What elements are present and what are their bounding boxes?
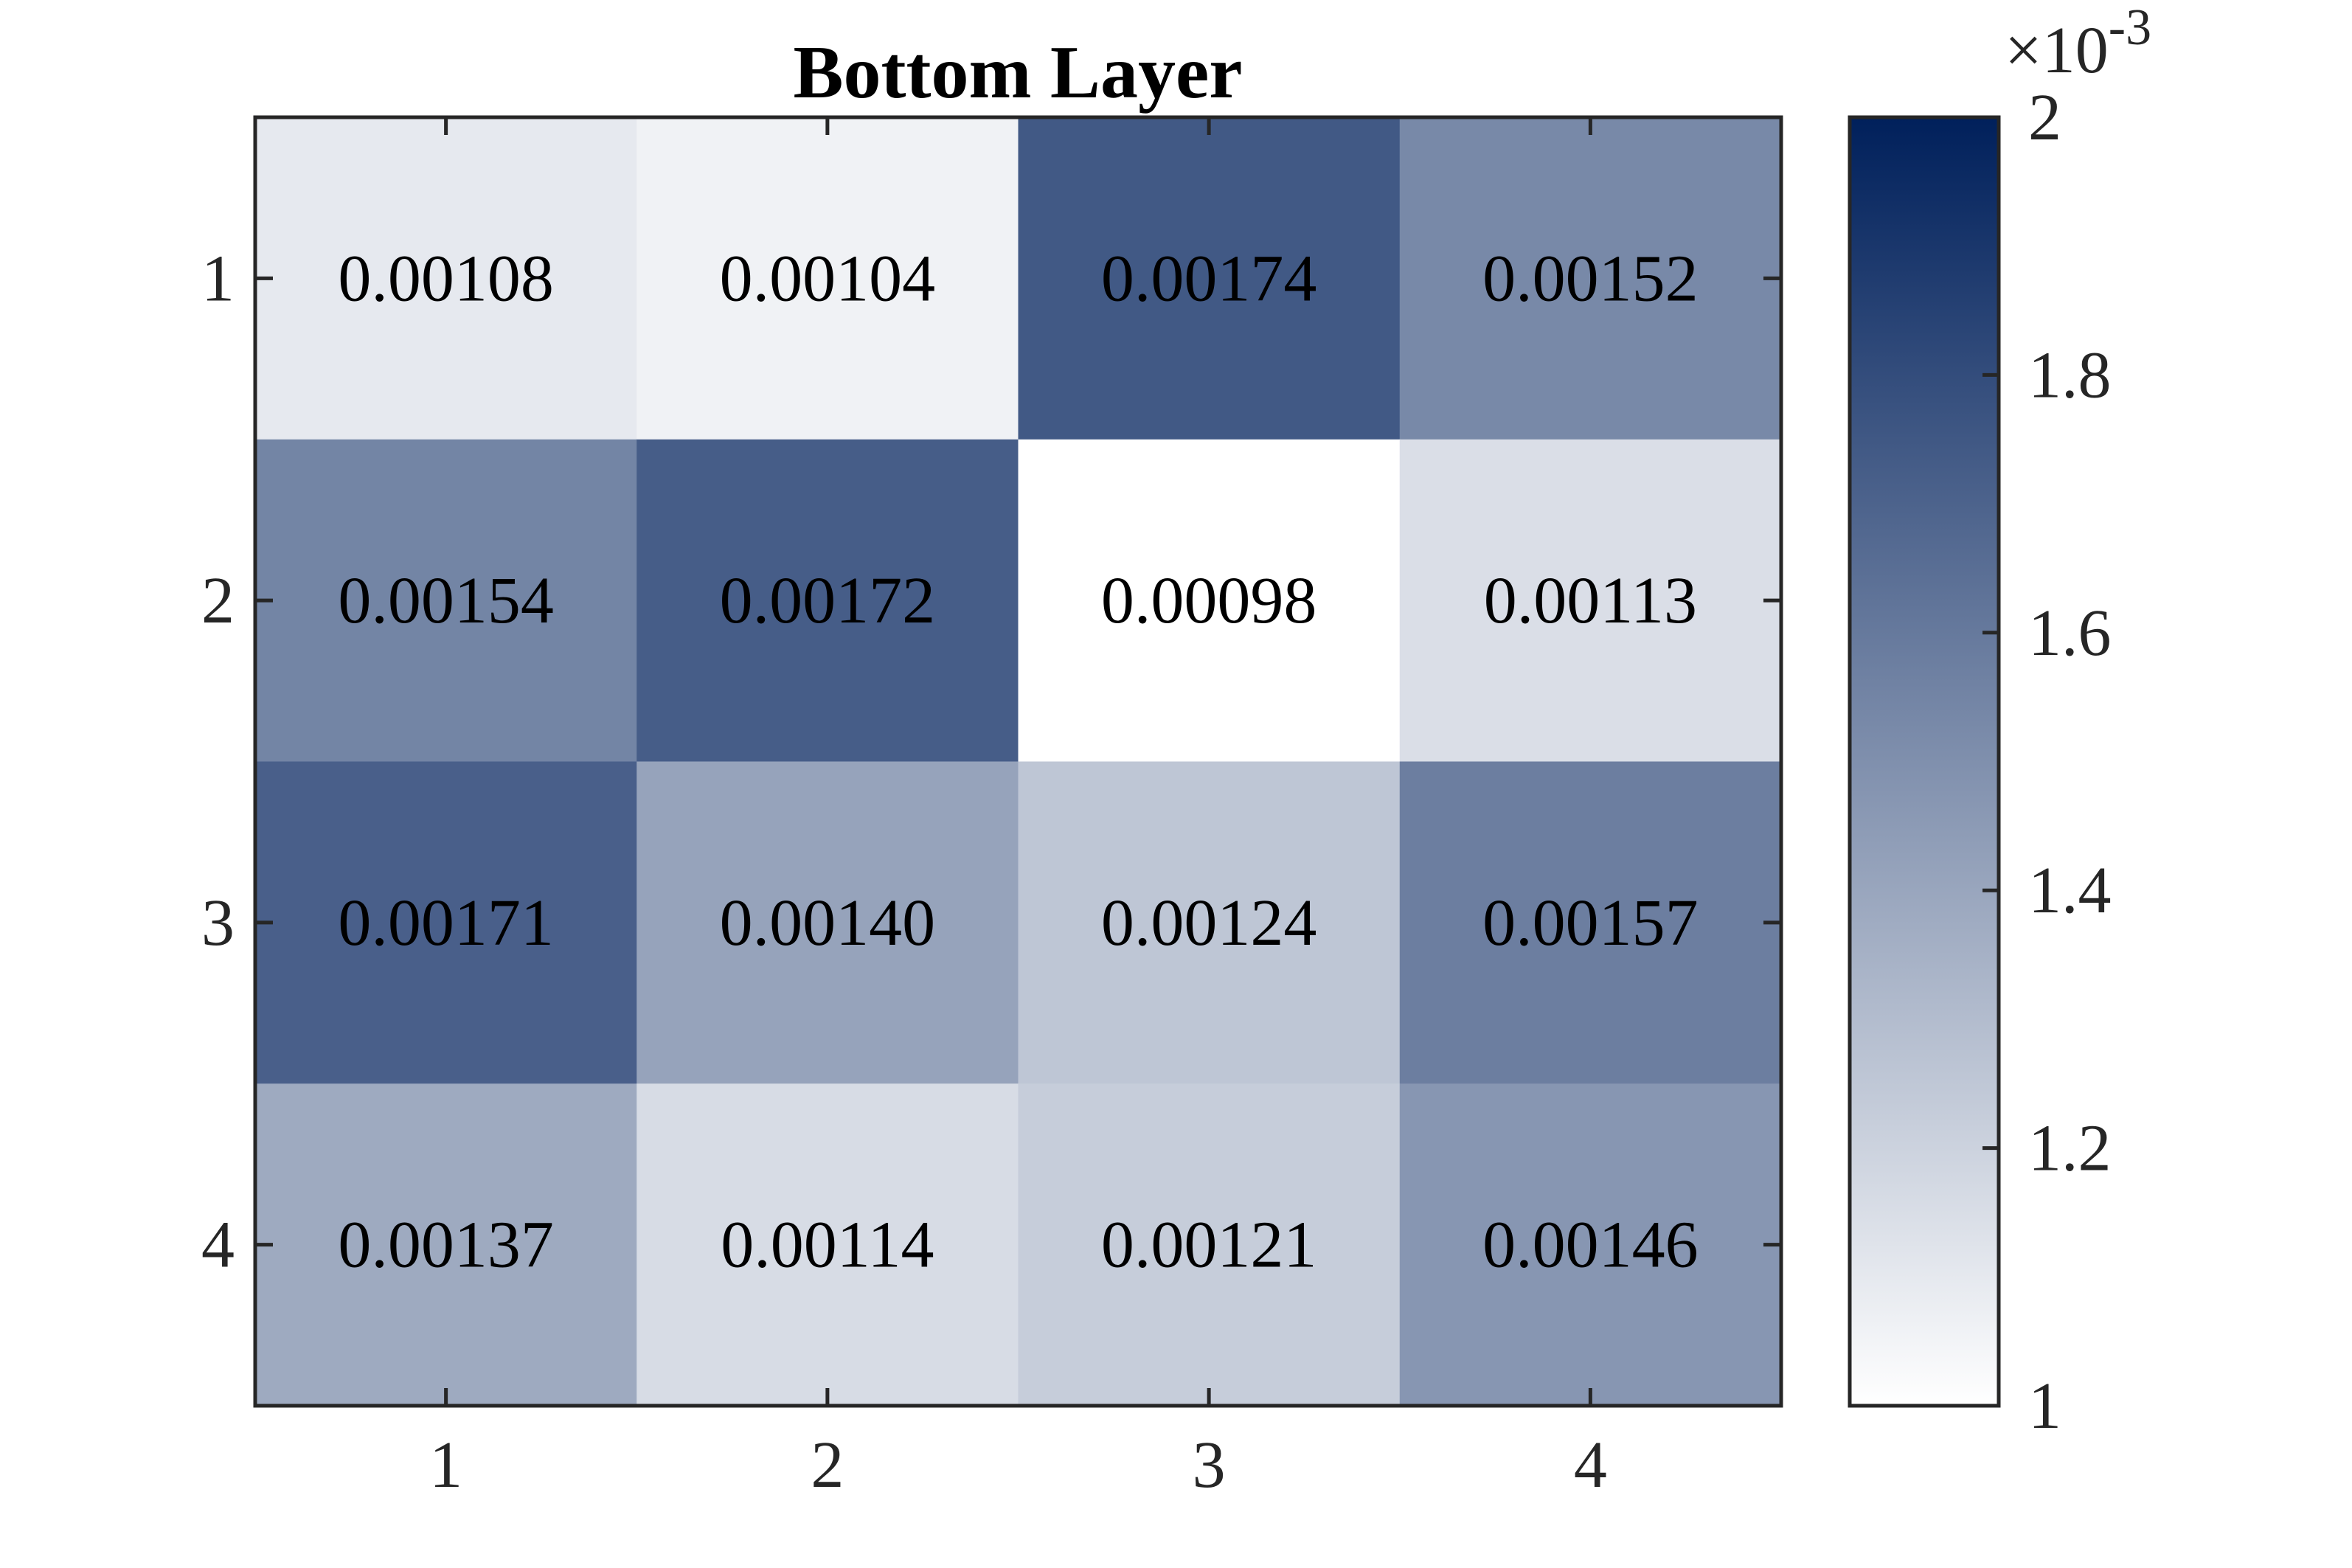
cell-value-label: 0.00104 bbox=[720, 242, 936, 315]
heatmap-cell bbox=[636, 117, 1019, 440]
plot-area-frame bbox=[253, 115, 1783, 1408]
cell-value-label: 0.00114 bbox=[721, 1209, 934, 1282]
heatmap-cell bbox=[1399, 117, 1782, 440]
cell-value-label: 0.00154 bbox=[338, 564, 554, 637]
cell-value-label: 0.00172 bbox=[720, 564, 936, 637]
colorbar-ticks: 1 1.2 1.4 1.6 1.8 2 bbox=[1982, 81, 2112, 1443]
heatmap-cell bbox=[636, 761, 1019, 1084]
colorbar-tick-label: 1.6 bbox=[2028, 597, 2112, 670]
cell-value-label: 0.00140 bbox=[720, 887, 936, 960]
heatmap-cell bbox=[255, 1083, 637, 1406]
heatmap-cell bbox=[1018, 439, 1401, 763]
cell-value-label: 0.00171 bbox=[338, 887, 554, 960]
heatmap-cells bbox=[255, 117, 1782, 1406]
y-tick-label: 4 bbox=[201, 1209, 235, 1282]
heatmap-cell-labels: 0.00108 0.00104 0.00174 0.00152 0.00154 0.001… bbox=[338, 242, 1698, 1281]
cell-value-label: 0.00108 bbox=[338, 242, 554, 315]
cell-value-label: 0.00174 bbox=[1101, 242, 1317, 315]
colorbar-tick-label: 1 bbox=[2028, 1370, 2061, 1443]
chart-title: Bottom Layer bbox=[793, 31, 1242, 114]
colorbar-frame bbox=[1848, 115, 2001, 1408]
cell-value-label: 0.00146 bbox=[1482, 1209, 1699, 1282]
heatmap-cell bbox=[1018, 1083, 1401, 1406]
colorbar-tick-label: 2 bbox=[2028, 81, 2061, 154]
cell-value-label: 0.00152 bbox=[1482, 242, 1699, 315]
colorbar: 1 1.2 1.4 1.6 1.8 2 ×10-3 bbox=[1848, 0, 2151, 1443]
y-tick-label: 3 bbox=[201, 887, 235, 960]
colorbar-tick-label: 1.2 bbox=[2028, 1112, 2112, 1185]
y-tick-label: 2 bbox=[201, 564, 235, 637]
heatmap-cell bbox=[1018, 117, 1401, 440]
x-tick-label: 4 bbox=[1574, 1429, 1607, 1502]
heatmap-cell bbox=[1399, 761, 1782, 1084]
colorbar-tick-label: 1.8 bbox=[2028, 339, 2112, 412]
heatmap-cell bbox=[255, 439, 637, 763]
colorbar-gradient bbox=[1850, 117, 1999, 1406]
cell-value-label: 0.00124 bbox=[1101, 887, 1317, 960]
x-tick-label: 1 bbox=[429, 1429, 462, 1502]
heatmap-cell bbox=[1399, 439, 1782, 763]
heatmap-cell bbox=[1018, 761, 1401, 1084]
colorbar-tick-label: 1.4 bbox=[2028, 854, 2112, 927]
heatmap-cell bbox=[636, 439, 1019, 763]
heatmap-cell bbox=[255, 761, 637, 1084]
cell-value-label: 0.00113 bbox=[1484, 564, 1697, 637]
cell-value-label: 0.00098 bbox=[1101, 564, 1317, 637]
cell-value-label: 0.00121 bbox=[1101, 1209, 1317, 1282]
heatmap-cell bbox=[255, 117, 637, 440]
x-tick-label: 2 bbox=[811, 1429, 844, 1502]
heatmap-cell bbox=[636, 1083, 1019, 1406]
cell-value-label: 0.00137 bbox=[338, 1209, 554, 1282]
heatmap-cell bbox=[1399, 1083, 1782, 1406]
x-tick-label: 3 bbox=[1193, 1429, 1226, 1502]
y-tick-label: 1 bbox=[201, 242, 235, 315]
colorbar-exponent: ×10-3 bbox=[2005, 0, 2151, 87]
cell-value-label: 0.00157 bbox=[1482, 887, 1699, 960]
axis-ticks: 1 2 3 4 1 2 3 4 bbox=[201, 117, 1781, 1502]
